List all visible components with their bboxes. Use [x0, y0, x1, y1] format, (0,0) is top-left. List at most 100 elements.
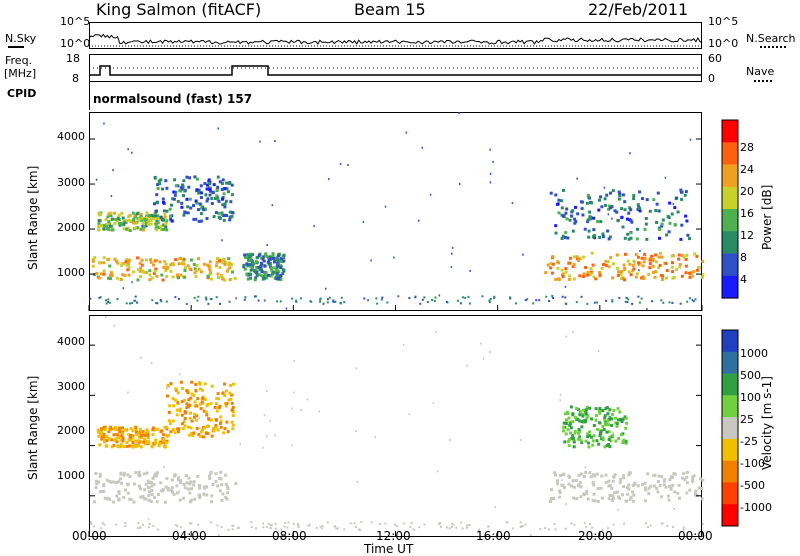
heatmap-cell: [145, 471, 149, 475]
heatmap-cell: [162, 200, 165, 204]
heatmap-cell: [152, 474, 156, 478]
heatmap-cell: [296, 522, 299, 525]
heatmap-cell: [127, 433, 131, 437]
heatmap-cell: [367, 299, 370, 302]
heatmap-cell: [184, 211, 187, 215]
heatmap-cell: [325, 287, 327, 290]
heatmap-cell: [188, 176, 191, 180]
heatmap-cell: [145, 225, 148, 228]
heatmap-cell: [660, 278, 664, 281]
heatmap-cell: [552, 496, 556, 500]
heatmap-cell: [98, 474, 102, 478]
heatmap-cell: [566, 236, 570, 240]
heatmap-cell: [178, 373, 181, 376]
heatmap-cell: [219, 470, 223, 474]
heatmap-cell: [657, 255, 661, 259]
heatmap-cell: [478, 528, 481, 531]
heatmap-cell: [283, 525, 286, 528]
heatmap-cell: [155, 228, 159, 232]
heatmap-cell: [219, 415, 223, 419]
heatmap-cell: [105, 316, 107, 318]
heatmap-cell: [660, 224, 664, 228]
heatmap-cell: [607, 484, 611, 488]
heatmap-cell: [652, 198, 656, 202]
heatmap-cell: [190, 419, 194, 423]
heatmap-cell: [259, 140, 261, 143]
heatmap-cell: [132, 500, 136, 504]
heatmap-cell: [625, 421, 629, 425]
heatmap-cell: [206, 263, 210, 267]
heatmap-cell: [127, 215, 131, 219]
heatmap-cell: [154, 438, 158, 442]
heatmap-cell: [165, 300, 168, 303]
heatmap-cell: [159, 215, 163, 219]
heatmap-cell: [632, 197, 636, 201]
heatmap-cell: [688, 297, 691, 300]
heatmap-cell: [188, 197, 192, 201]
heatmap-cell: [271, 204, 274, 207]
heatmap-cell: [209, 271, 213, 274]
heatmap-cell: [596, 220, 600, 223]
heatmap-cell: [308, 523, 311, 526]
heatmap-cell: [193, 271, 197, 275]
heatmap-cell: [103, 122, 105, 125]
heatmap-cell: [539, 527, 542, 530]
heatmap-cell: [624, 300, 627, 303]
heatmap-cell: [154, 474, 158, 478]
heatmap-cell: [571, 420, 575, 424]
heatmap-cell: [127, 438, 131, 442]
heatmap-cell: [227, 181, 231, 185]
heatmap-cell: [146, 222, 150, 226]
heatmap-cell: [578, 481, 582, 484]
heatmap-cell: [134, 299, 137, 302]
colorbar-segment: [722, 253, 738, 277]
colorbar-segment: [722, 417, 738, 440]
heatmap-cell: [91, 264, 95, 268]
heatmap-cell: [192, 262, 196, 266]
heatmap-cell: [355, 525, 357, 528]
heatmap-cell: [626, 301, 629, 304]
heatmap-cell: [592, 483, 596, 487]
heatmap-cell: [677, 253, 681, 257]
heatmap-cell: [451, 522, 454, 525]
nsky-label: N.Sky: [5, 32, 37, 45]
heatmap-cell: [644, 488, 648, 492]
heatmap-cell: [183, 398, 187, 402]
heatmap-cell: [215, 296, 218, 299]
heatmap-cell: [136, 527, 139, 530]
heatmap-cell: [635, 272, 639, 276]
heatmap-cell: [532, 302, 535, 305]
heatmap-cell: [640, 256, 644, 260]
heatmap-cell: [685, 475, 689, 479]
heatmap-cell: [99, 272, 103, 276]
heatmap-cell: [228, 391, 232, 395]
heatmap-cell: [277, 276, 281, 280]
heatmap-cell: [637, 263, 641, 267]
heatmap-cell: [212, 426, 215, 430]
heatmap-cell: [117, 480, 121, 484]
heatmap-cell: [151, 299, 154, 302]
heatmap-cell: [282, 253, 286, 257]
heatmap-cell: [627, 483, 631, 487]
heatmap-cell: [254, 276, 258, 280]
heatmap-cell: [183, 189, 187, 193]
heatmap-cell: [279, 257, 283, 261]
heatmap-cell: [549, 497, 553, 500]
heatmap-cell: [190, 498, 193, 502]
heatmap-cell: [445, 300, 448, 303]
heatmap-cell: [224, 389, 228, 393]
heatmap-cell: [589, 270, 593, 274]
heatmap-cell: [349, 522, 352, 525]
heatmap-cell: [573, 431, 577, 435]
heatmap-cell: [688, 488, 692, 492]
heatmap-cell: [652, 484, 656, 488]
heatmap-cell: [277, 270, 281, 274]
heatmap-cell: [163, 213, 167, 217]
heatmap-cell: [198, 417, 200, 420]
heatmap-cell: [99, 296, 102, 299]
heatmap-cell: [572, 440, 576, 444]
heatmap-cell: [643, 257, 647, 260]
heatmap-cell: [110, 195, 113, 198]
heatmap-cell: [156, 528, 159, 531]
heatmap-cell: [184, 266, 187, 270]
